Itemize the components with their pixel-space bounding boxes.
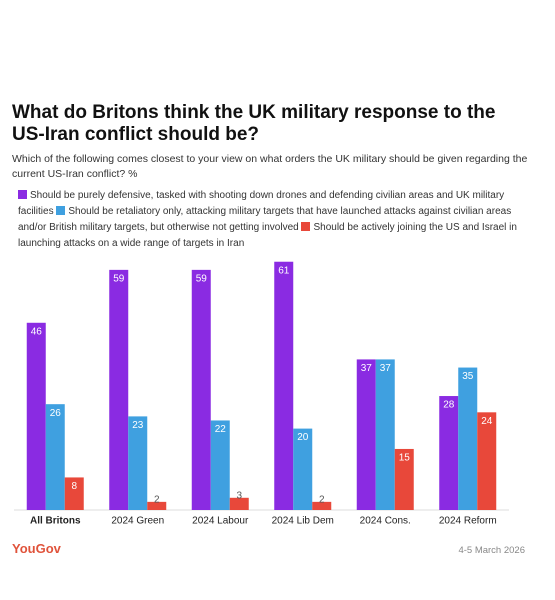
brand-logo: YouGov	[12, 541, 61, 556]
value-label: 59	[113, 274, 125, 285]
legend-swatch	[56, 206, 66, 215]
legend-item: Should be retaliatory only, attacking mi…	[18, 206, 511, 233]
legend: Should be purely defensive, tasked with …	[18, 188, 518, 252]
value-label: 23	[132, 420, 144, 431]
value-label: 61	[278, 265, 290, 276]
bar	[458, 367, 478, 510]
x-tick-label: 2024 Green	[111, 516, 164, 527]
x-tick-label: 2024 Reform	[439, 516, 497, 527]
legend-item: Should be purely defensive, tasked with …	[18, 190, 504, 217]
value-label: 46	[31, 326, 43, 337]
value-label: 24	[481, 416, 493, 427]
date: 4-5 March 2026	[458, 545, 525, 556]
bar	[210, 420, 230, 510]
chart-title: What do Britons think the UK military re…	[12, 102, 496, 145]
value-label: 3	[236, 490, 242, 501]
bar	[274, 261, 294, 510]
value-label: 37	[361, 363, 373, 374]
bar	[477, 412, 497, 510]
bar	[191, 269, 211, 510]
bar	[109, 269, 129, 510]
value-label: 28	[443, 400, 455, 411]
bar	[26, 322, 46, 510]
bar	[64, 477, 84, 510]
bar	[293, 428, 313, 510]
value-label: 2	[154, 495, 160, 506]
bar	[439, 396, 459, 510]
value-label: 59	[196, 274, 208, 285]
legend-label: Should be purely defensive, tasked with …	[18, 190, 505, 217]
x-tick-label: 2024 Labour	[192, 516, 249, 527]
x-tick-label: 2024 Lib Dem	[272, 516, 334, 527]
bar	[394, 448, 414, 510]
legend-label: Should be actively joining the US and Is…	[18, 222, 517, 249]
legend-label: Should be retaliatory only, attacking mi…	[18, 206, 512, 233]
bar	[356, 359, 376, 510]
bar	[312, 501, 332, 510]
value-label: 15	[399, 453, 411, 464]
legend-item: Should be actively joining the US and Is…	[18, 222, 517, 249]
x-tick-label: 2024 Cons.	[360, 516, 411, 527]
legend-swatch	[18, 190, 27, 199]
value-label: 20	[297, 432, 309, 443]
bar	[229, 497, 249, 510]
chart-subtitle: Which of the following comes closest to …	[12, 153, 528, 180]
bar	[128, 416, 148, 510]
bar	[147, 501, 167, 510]
bar	[45, 404, 65, 510]
value-label: 37	[380, 363, 392, 374]
legend-swatch	[301, 222, 311, 231]
value-label: 2	[319, 495, 325, 506]
x-tick-label: All Britons	[30, 516, 81, 527]
value-label: 26	[50, 408, 62, 419]
value-label: 8	[71, 481, 77, 492]
value-label: 35	[462, 371, 474, 382]
bar	[375, 359, 395, 510]
value-label: 22	[215, 424, 227, 435]
